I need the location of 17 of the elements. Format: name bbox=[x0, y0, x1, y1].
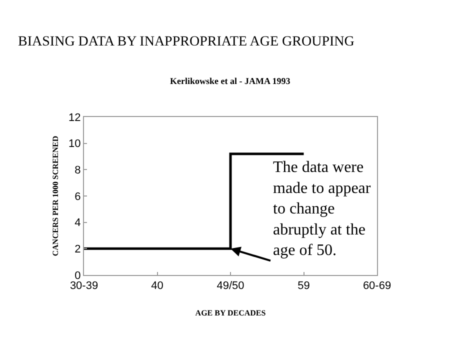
annotation: The data were made to appear to change abruptly at the age of 50. bbox=[273, 159, 372, 260]
y-axis-title: CANCERS PER 1000 SCREENED bbox=[51, 136, 60, 256]
y-tick-label: 8 bbox=[74, 164, 81, 177]
y-tick-label: 12 bbox=[68, 112, 81, 124]
x-tick-label: 59 bbox=[298, 280, 310, 292]
y-tick-label: 10 bbox=[68, 138, 81, 150]
x-tick-label: 40 bbox=[151, 280, 164, 292]
x-tick-label: 60-69 bbox=[362, 280, 392, 292]
chart-title: BIASING DATA BY INAPPROPRIATE AGE GROUPING bbox=[18, 34, 354, 50]
x-axis-title: AGE BY DECADES bbox=[195, 308, 266, 318]
y-tick-label: 6 bbox=[74, 190, 81, 203]
y-tick-label: 2 bbox=[74, 244, 81, 256]
x-tick-label: 49/50 bbox=[216, 280, 244, 292]
y-tick-label: 0 bbox=[74, 270, 81, 282]
y-tick-label: 4 bbox=[74, 217, 81, 230]
x-tick-label: 30-39 bbox=[70, 280, 98, 292]
chart-subtitle: Kerlikowske et al - JAMA 1993 bbox=[170, 76, 291, 86]
